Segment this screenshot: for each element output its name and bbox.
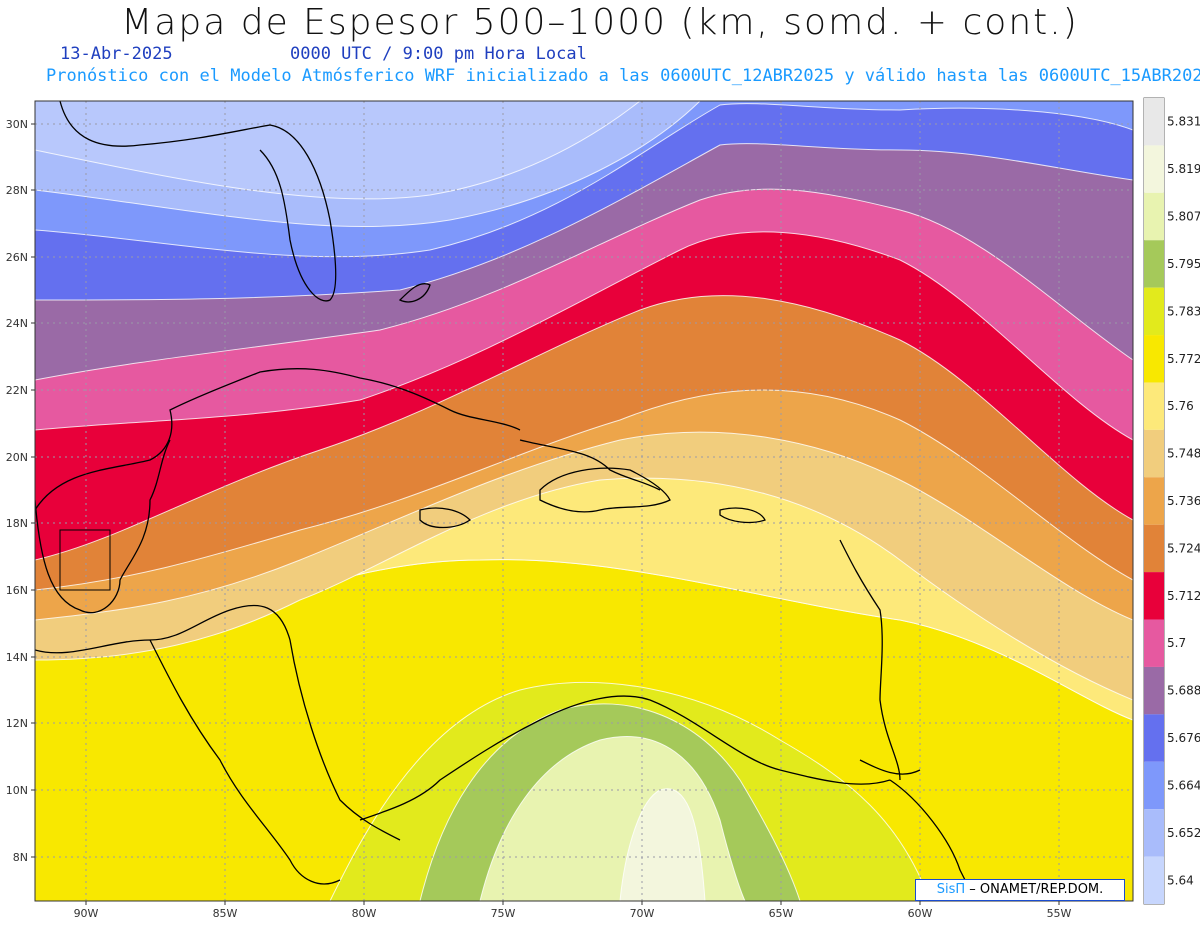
map-frame [34,100,1134,902]
lat-label: 22N [6,384,28,397]
colorbar-swatch [1144,145,1164,193]
colorbar-swatch [1144,619,1164,667]
colorbar-level-label: 5.676 [1167,731,1200,745]
coastlines [35,101,981,901]
colorbar-swatch [1144,429,1164,478]
lon-label: 70W [630,907,655,920]
lon-label: 65W [769,907,794,920]
colorbar-level-label: 5.795 [1167,257,1200,271]
colorbar-level-label: 5.688 [1167,684,1200,698]
colorbar-level-label: 5.772 [1167,352,1200,366]
lon-label: 75W [491,907,516,920]
map-title: Mapa de Espesor 500–1000 (km, somd. + co… [121,2,1079,43]
forecast-date: 13-Abr-2025 [60,44,173,64]
colorbar-level-label: 5.64 [1167,873,1194,887]
colorbar-level-label: 5.76 [1167,399,1194,413]
colorbar-swatch [1144,572,1164,620]
colorbar-swatch [1144,240,1164,288]
colorbar-swatch [1144,524,1164,573]
colorbar-level-label: 5.724 [1167,541,1200,555]
valid-time: 0000 UTC / 9:00 pm Hora Local [290,44,587,64]
lon-label: 55W [1047,907,1072,920]
lat-label: 30N [6,118,28,131]
colorbar-swatches [1144,98,1164,904]
colorbar-swatch [1144,761,1164,810]
thickness-bands [35,101,1133,901]
colorbar-level-label: 5.736 [1167,494,1200,508]
lat-label: 26N [6,251,28,264]
colorbar-swatch [1144,98,1164,146]
colorbar-level-label: 5.831 [1167,115,1200,129]
colorbar-level-label: 5.664 [1167,778,1200,792]
lat-label: 14N [6,651,28,664]
colorbar-level-label: 5.783 [1167,304,1200,318]
sis-label: SisΠ [936,882,966,897]
colorbar-level-label: 5.819 [1167,162,1200,176]
colorbar-level-label: 5.807 [1167,210,1200,224]
lat-label: 10N [6,784,28,797]
colorbar-swatch [1144,666,1164,715]
colorbar-swatch [1144,335,1164,383]
model-description: Pronóstico con el Modelo Atmósferico WRF… [46,66,1200,86]
colorbar-swatch [1144,287,1164,336]
lon-label: 80W [352,907,377,920]
lon-label: 60W [908,907,933,920]
colorbar-labels: 5.831 5.819 5.807 5.795 5.783 5.772 5.76 5.748 5… [1167,115,1200,888]
colorbar-level-label: 5.712 [1167,589,1200,603]
colorbar-level-label: 5.652 [1167,826,1200,840]
longitude-labels: 90W 85W 80W 75W 70W 65W 60W 55W [74,907,1072,920]
latitude-labels: 30N 28N 26N 24N 22N 20N 18N 16N 14N 12N … [6,118,28,864]
colorbar-swatch [1144,809,1164,857]
lat-lon-grid [35,101,1133,901]
colorbar-swatch [1144,477,1164,525]
colorbar: 5.831 5.819 5.807 5.795 5.783 5.772 5.76 5.748 5… [1143,97,1200,905]
lon-label: 90W [74,907,99,920]
credit-box: SisΠ – ONAMET/REP.DOM. [915,879,1125,901]
colorbar-swatch [1144,856,1164,904]
lat-label: 20N [6,451,28,464]
lat-label: 16N [6,584,28,597]
lat-label: 24N [6,317,28,330]
lon-label: 85W [213,907,238,920]
colorbar-swatch [1144,714,1164,762]
colorbar-level-label: 5.7 [1167,636,1186,650]
lat-label: 12N [6,717,28,730]
lat-label: 18N [6,517,28,530]
lat-label: 28N [6,184,28,197]
thickness-map: 30N 28N 26N 24N 22N 20N 18N 16N 14N 12N … [0,90,1200,920]
colorbar-swatch [1144,382,1164,430]
colorbar-swatch [1144,192,1164,241]
onamet-label: – ONAMET/REP.DOM. [965,882,1104,897]
lat-label: 8N [13,851,28,864]
colorbar-level-label: 5.748 [1167,447,1200,461]
